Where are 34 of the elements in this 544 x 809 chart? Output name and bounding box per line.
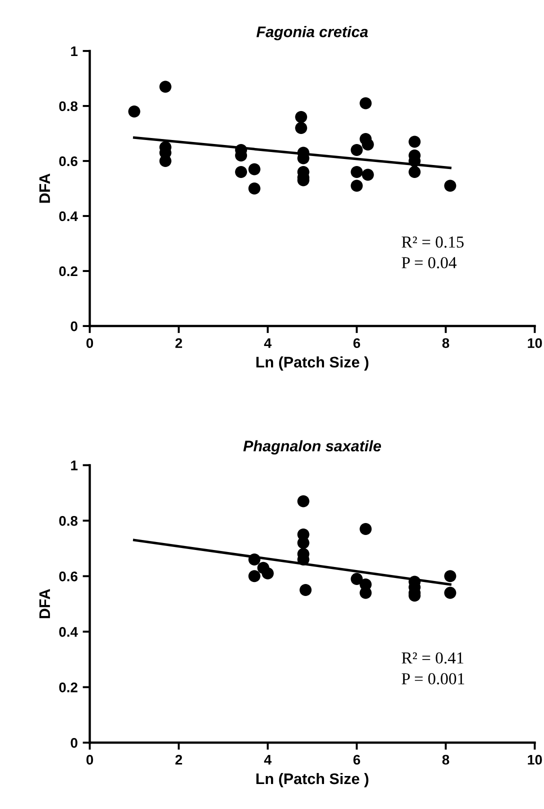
x-tick-label: 8 [442,338,450,348]
y-tick-label: 0 [70,321,78,332]
y-axis-title: DFA [39,589,50,618]
annotation: R² = 0.41 [402,652,464,664]
annotation: P = 0.04 [402,257,457,268]
y-tick-label: 0.6 [59,572,78,582]
y-tick-label: 0.2 [59,682,78,692]
y-tick-label: 0.8 [59,516,78,526]
y-tick-label: 0 [70,738,78,748]
x-tick-label: 8 [442,754,450,765]
annotation: P = 0.001 [402,673,464,684]
x-tick-label: 10 [528,754,542,765]
x-axis-title: Ln (Patch Size ) [256,356,368,371]
x-tick-label: 4 [264,754,272,765]
annotation: R² = 0.15 [402,236,464,248]
y-tick-label: 1 [71,46,78,56]
y-tick-label: 0.4 [59,211,78,222]
y-tick-label: 0.2 [59,266,78,276]
chart-title: Fagonia cretica [256,26,368,40]
x-tick-label: 6 [353,754,360,765]
x-tick-label: 0 [86,338,94,348]
x-tick-label: 2 [175,754,182,765]
x-tick-label: 2 [175,338,182,348]
x-tick-label: 0 [86,754,94,765]
y-axis-title: DFA [39,174,50,203]
chart-title: Phagnalon saxatile [243,440,382,454]
x-tick-label: 6 [353,338,360,348]
y-tick-label: 0.8 [59,101,78,112]
y-tick-label: 0.4 [59,627,78,637]
x-axis-title: Ln (Patch Size ) [256,772,368,788]
x-tick-label: 4 [264,338,272,348]
y-tick-label: 0.6 [59,156,78,166]
x-tick-label: 10 [528,338,542,348]
y-tick-label: 1 [71,460,78,470]
